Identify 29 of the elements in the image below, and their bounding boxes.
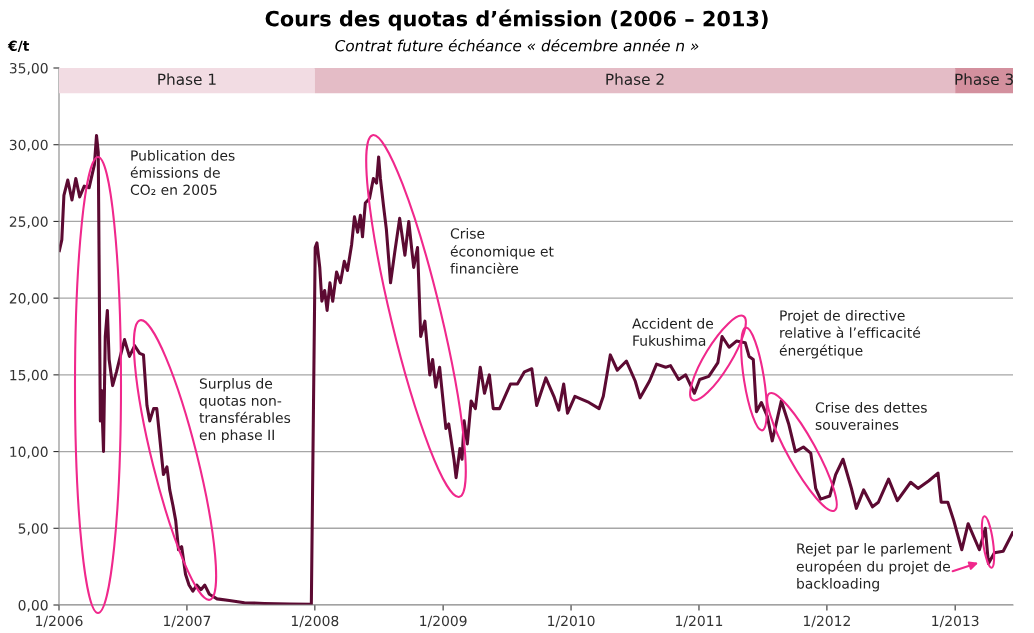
y-tick-label: 15,00	[10, 369, 48, 382]
annotation: Crise des dettes souveraines	[815, 402, 927, 430]
x-tick-label: 1/2006	[36, 615, 83, 628]
annotation: Publication des émissions de CO₂ en 2005	[130, 150, 235, 196]
x-tick-label: 1/2012	[803, 615, 850, 628]
x-tick-label: 1/2013	[932, 615, 979, 628]
chart-subtitle: Contrat future échéance « décembre année n »	[335, 39, 699, 52]
y-tick-label: 25,00	[9, 216, 48, 229]
band-label: Phase 1	[158, 73, 216, 86]
band-label: Phase 3	[955, 73, 1013, 86]
chart-title: Cours des quotas d’émission (2006 – 2013)	[265, 9, 768, 31]
x-tick-label: 1/2011	[676, 615, 723, 628]
annotation: Accident de Fukushima	[632, 318, 714, 346]
x-tick-label: 1/2007	[164, 615, 211, 628]
y-tick-label: 10,00	[10, 446, 48, 459]
annotation: Crise économique et financière	[450, 228, 554, 274]
y-tick-label: 20,00	[9, 293, 48, 306]
x-tick-label: 1/2008	[291, 615, 339, 628]
annotation: Surplus de quotas non- transférables en phase II	[199, 378, 291, 443]
y-tick-label: 5,00	[18, 523, 48, 536]
y-axis-title: €/t	[7, 40, 30, 53]
y-tick-label: 0,00	[18, 599, 48, 612]
x-tick-label: 1/2009	[420, 615, 467, 628]
y-tick-label: 35,00	[9, 62, 48, 75]
band-label: Phase 2	[606, 73, 664, 86]
annotation: Rejet par le parlement européen du projet de backloading	[796, 543, 952, 592]
x-tick-label: 1/2010	[548, 615, 595, 628]
annotation: Projet de directive relative à l’efficacité énergétique	[779, 310, 921, 359]
y-tick-label: 30,00	[9, 139, 48, 152]
